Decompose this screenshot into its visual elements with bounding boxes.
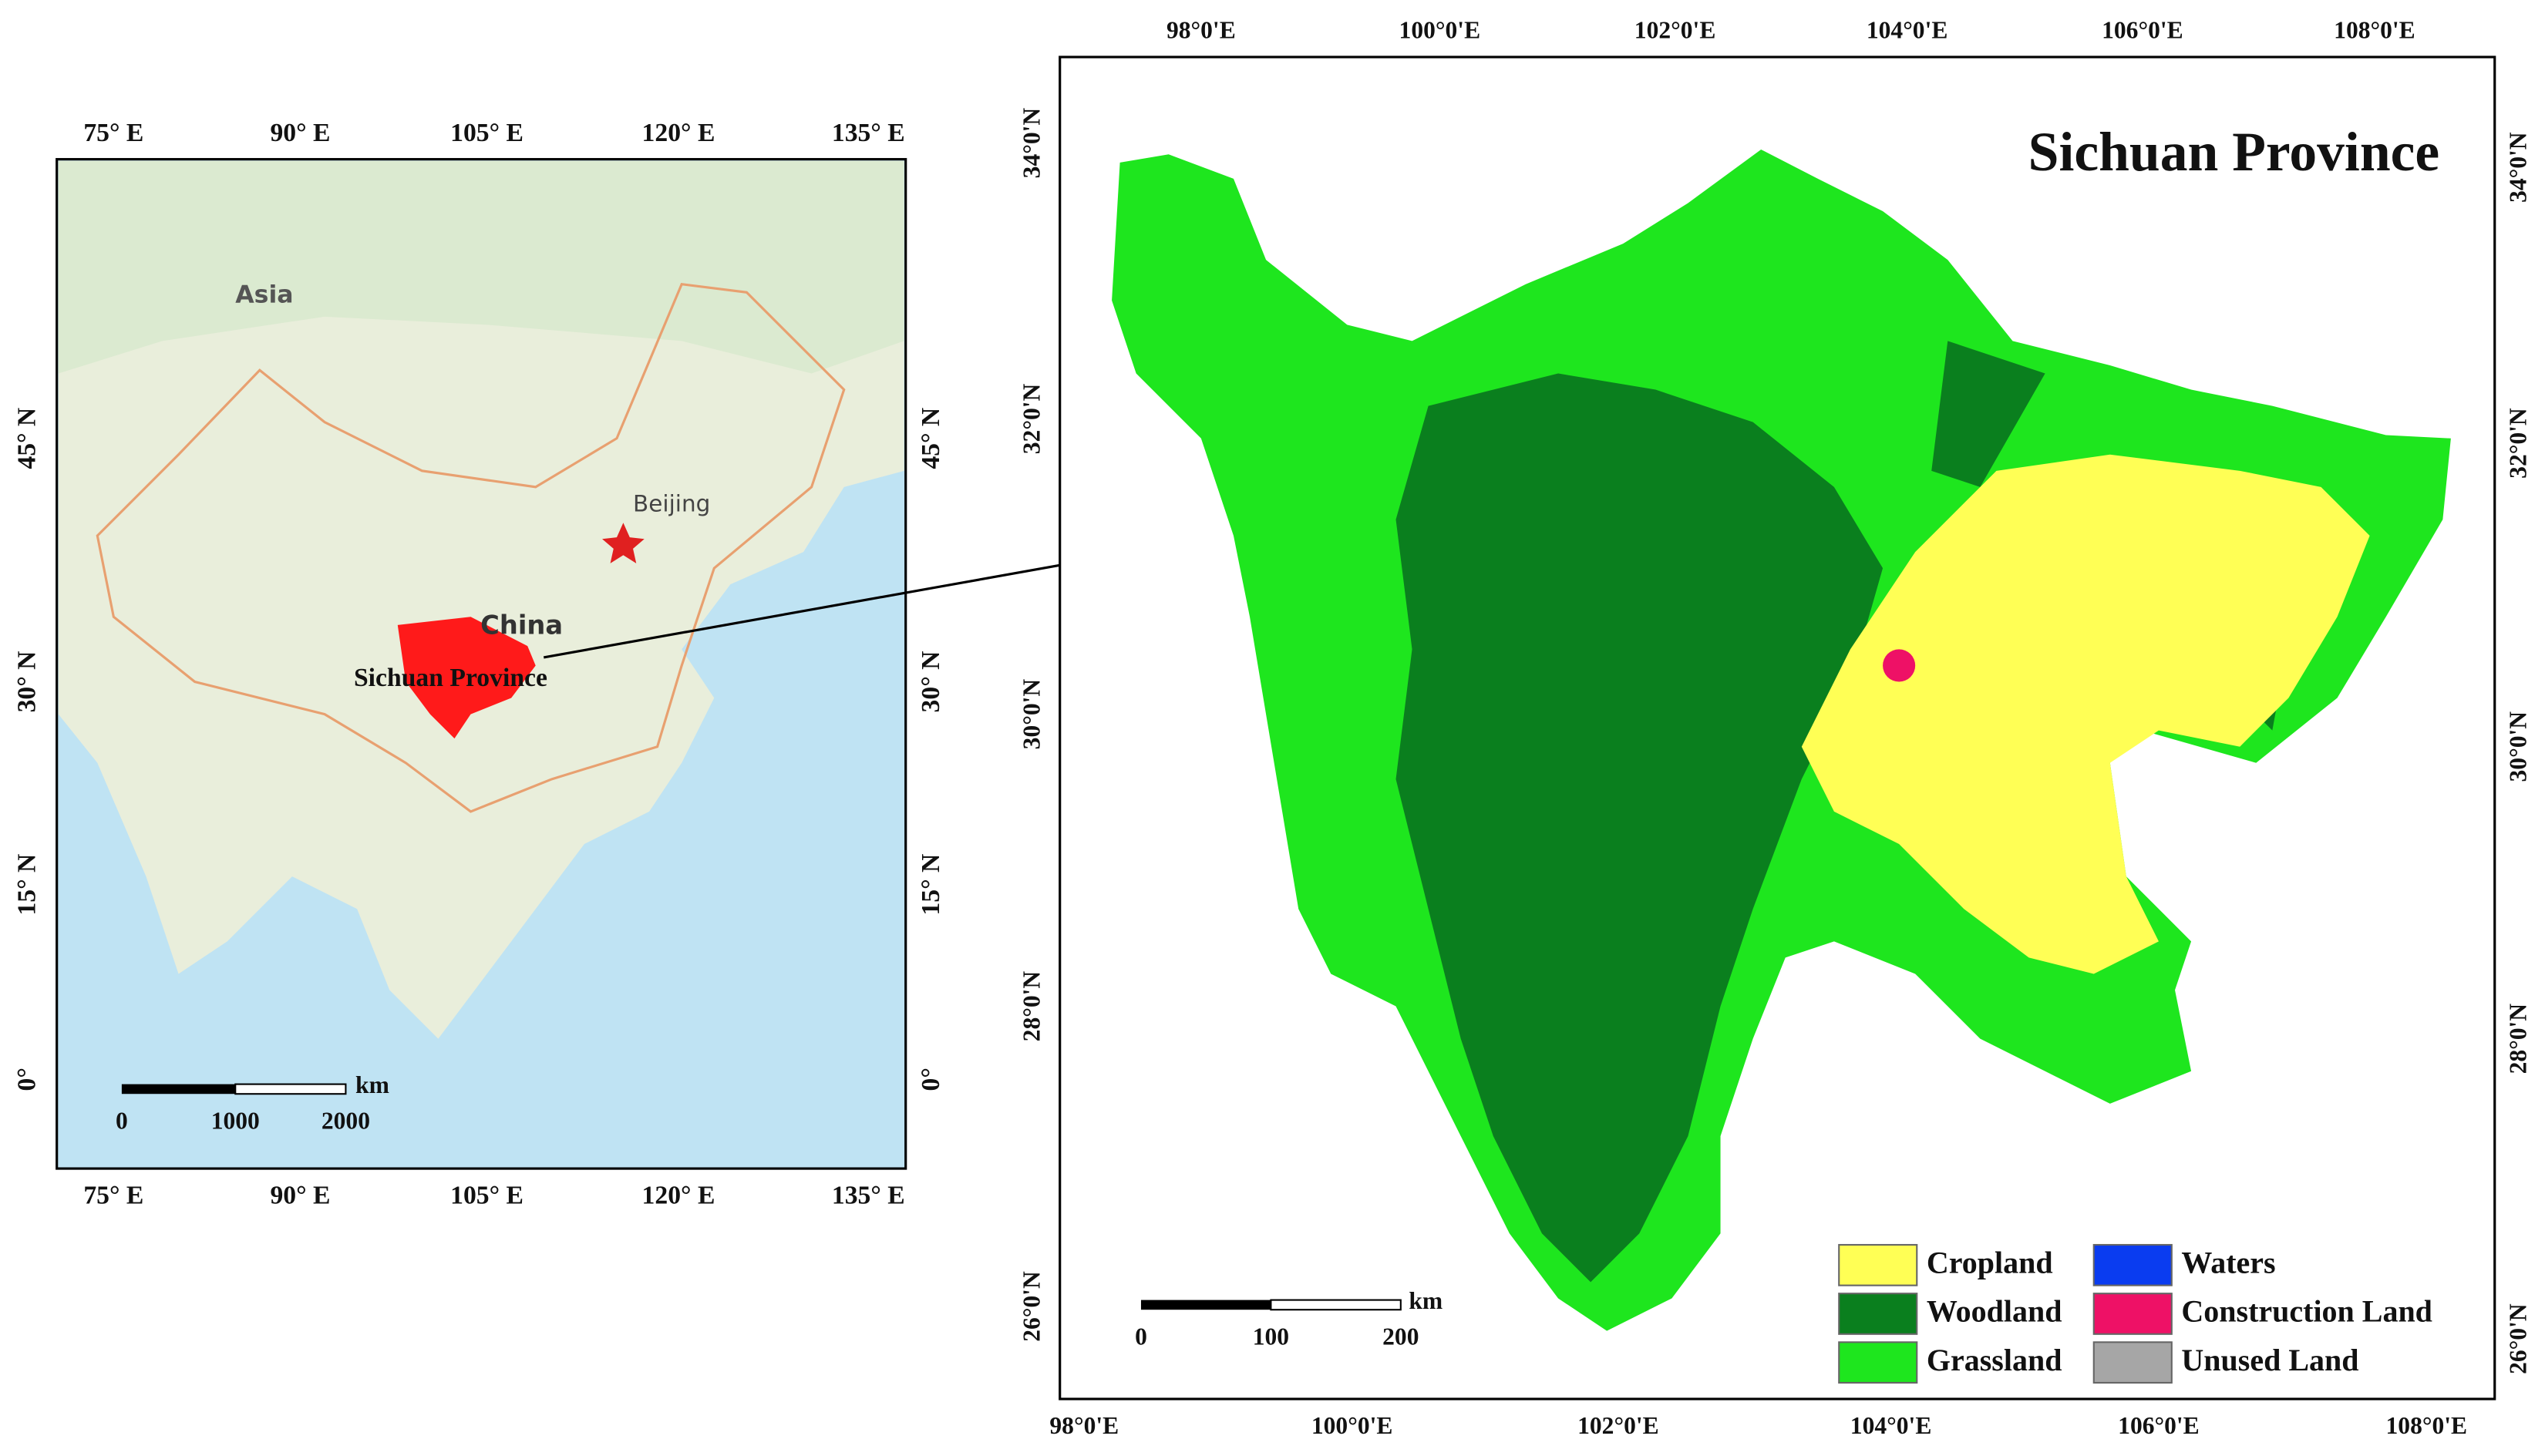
coord-label: 100°0'E <box>1399 17 1481 44</box>
coord-label: 100 <box>1253 1323 1289 1350</box>
beijing-star <box>602 523 645 563</box>
legend-label: Waters <box>2181 1246 2275 1280</box>
coord-label: 26°0'N <box>2505 1303 2532 1374</box>
coord-label: 75° E <box>83 1182 143 1210</box>
coord-label: 100°0'E <box>1311 1412 1393 1439</box>
legend-label: Woodland <box>1927 1294 2062 1329</box>
cropland-area <box>1801 454 2370 974</box>
legend-swatch <box>1838 1243 1918 1286</box>
coord-label: 104°0'E <box>1850 1412 1932 1439</box>
scale-unit: km <box>1409 1287 1443 1314</box>
coord-label: 108°0'E <box>2386 1412 2468 1439</box>
coord-label: 0 <box>1135 1323 1147 1350</box>
coord-label: 120° E <box>642 119 715 147</box>
coord-label: 90° E <box>270 1182 330 1210</box>
place-label: Beijing <box>633 491 710 517</box>
coord-label: 34°0'N <box>2505 132 2532 203</box>
coord-label: 200 <box>1382 1323 1419 1350</box>
coord-label: 90° E <box>270 119 330 147</box>
coord-label: 30° N <box>917 651 945 713</box>
coord-label: 30° N <box>13 651 42 713</box>
coord-label: 75° E <box>83 119 143 147</box>
chengdu-urban <box>1883 649 1916 682</box>
coord-label: 106°0'E <box>2102 17 2183 44</box>
legend-swatch <box>2092 1341 2173 1384</box>
coord-label: 1000 <box>211 1107 260 1134</box>
coord-label: 2000 <box>321 1107 370 1134</box>
coord-label: 105° E <box>450 119 523 147</box>
scale-unit: km <box>355 1071 389 1098</box>
coord-label: 106°0'E <box>2118 1412 2200 1439</box>
coord-label: 30°0'N <box>2505 711 2532 782</box>
coord-label: 30°0'N <box>1018 679 1045 750</box>
coord-label: 26°0'N <box>1018 1271 1045 1342</box>
inset-north-land <box>58 160 904 374</box>
scale-bar <box>1270 1299 1402 1311</box>
legend-label: Grassland <box>1927 1343 2062 1377</box>
scale-bar <box>1140 1300 1271 1310</box>
coord-label: 98°0'E <box>1049 1412 1119 1439</box>
coord-label: 135° E <box>832 1182 905 1210</box>
coord-label: 15° N <box>13 854 42 916</box>
coord-label: 32°0'N <box>2505 408 2532 479</box>
coord-label: 28°0'N <box>1018 971 1045 1042</box>
coord-label: 45° N <box>13 408 42 469</box>
place-label: Asia <box>235 281 293 308</box>
coord-label: 0 <box>116 1107 128 1134</box>
inset-land <box>58 160 904 1039</box>
legend-swatch <box>2092 1293 2173 1335</box>
legend-label: Cropland <box>1927 1246 2053 1280</box>
arrow <box>543 547 1153 659</box>
china-border <box>96 283 846 813</box>
coord-label: 105° E <box>450 1182 523 1210</box>
coord-label: 32°0'N <box>1018 383 1045 454</box>
coord-label: 28°0'N <box>2505 1004 2532 1074</box>
woodland-area <box>1395 341 2305 1283</box>
sichuan-inset <box>397 617 536 739</box>
coord-label: 15° N <box>917 854 945 916</box>
coord-label: 108°0'E <box>2334 17 2415 44</box>
coord-label: 0° <box>917 1068 945 1091</box>
coord-label: 104°0'E <box>1867 17 1948 44</box>
place-label: China <box>480 610 563 640</box>
legend-label: Unused Land <box>2181 1343 2358 1377</box>
map-title: Sichuan Province <box>2028 122 2439 183</box>
coord-label: 98°0'E <box>1166 17 1236 44</box>
coord-label: 0° <box>13 1068 42 1091</box>
place-label: Sichuan Province <box>354 664 547 692</box>
legend-label: Construction Land <box>2181 1294 2432 1329</box>
scale-bar <box>234 1083 347 1095</box>
legend-swatch <box>1838 1341 1918 1384</box>
legend-swatch <box>2092 1243 2173 1286</box>
scale-bar <box>121 1084 236 1095</box>
coord-label: 135° E <box>832 119 905 147</box>
coord-label: 102°0'E <box>1634 17 1716 44</box>
coord-label: 45° N <box>917 408 945 469</box>
legend-swatch <box>1838 1293 1918 1335</box>
coord-label: 120° E <box>642 1182 715 1210</box>
coord-label: 102°0'E <box>1577 1412 1659 1439</box>
coord-label: 34°0'N <box>1018 108 1045 179</box>
